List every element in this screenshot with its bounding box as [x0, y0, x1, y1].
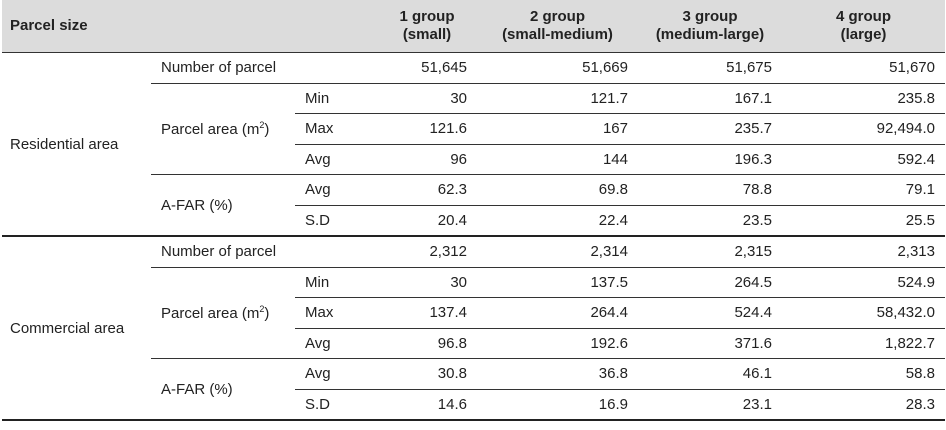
table-row: A-FAR (%) Avg 62.3 69.8 78.8 79.1	[2, 174, 945, 237]
group-1-subtitle: (small)	[402, 26, 452, 43]
table-cell: 2,312	[377, 236, 477, 268]
residential-area-label: Residential area	[2, 52, 151, 237]
table-cell: 23.5	[638, 205, 782, 237]
table-cell: 51,669	[477, 52, 638, 84]
parcel-size-header: Parcel size	[2, 0, 377, 53]
table-cell: 62.3	[377, 174, 477, 206]
sd-label: S.D	[295, 389, 377, 421]
table-cell: 96.8	[377, 328, 477, 359]
table-cell: 121.6	[377, 113, 477, 145]
avg-label: Avg	[295, 144, 377, 175]
max-label: Max	[295, 297, 377, 329]
table-cell: 46.1	[638, 358, 782, 390]
afar-label: A-FAR (%)	[151, 174, 295, 237]
parcel-area-label: Parcel area (m2)	[151, 83, 295, 175]
table-row: Residential area Number of parcel 51,645…	[2, 52, 945, 237]
group-4-subtitle: (large)	[840, 26, 887, 43]
table-cell: 167.1	[638, 83, 782, 114]
table-cell: 2,313	[782, 236, 945, 268]
table-cell: 30.8	[377, 358, 477, 390]
superscript: 2	[259, 119, 265, 130]
avg-label: Avg	[295, 328, 377, 359]
table-cell: 524.9	[782, 267, 945, 298]
table-cell: 58.8	[782, 358, 945, 390]
table-cell: 78.8	[638, 174, 782, 206]
table-cell: 196.3	[638, 144, 782, 175]
table-cell: 1,822.7	[782, 328, 945, 359]
table-cell: 592.4	[782, 144, 945, 175]
table-row: S.D 14.6 16.9 23.1 28.3	[2, 389, 945, 421]
close-paren: )	[264, 120, 270, 138]
avg-label: Avg	[295, 174, 377, 206]
table-cell: 51,670	[782, 52, 945, 84]
table-cell: 137.4	[377, 297, 477, 329]
table-cell: 121.7	[477, 83, 638, 114]
avg-label: Avg	[295, 358, 377, 390]
table-cell: 264.5	[638, 267, 782, 298]
parcel-statistics-table: Parcel size 1 group (small) 2 group (small…	[2, 0, 945, 421]
table-cell: 79.1	[782, 174, 945, 206]
group-2-header: 2 group (small-medium)	[477, 0, 638, 53]
group-3-header: 3 group (medium-large)	[638, 0, 782, 53]
table-cell: 2,315	[638, 236, 782, 268]
table-cell: 58,432.0	[782, 297, 945, 329]
group-3-subtitle: (medium-large)	[655, 26, 765, 43]
table-row: Max 137.4 264.4 524.4 58,432.0	[2, 297, 945, 329]
table-row: Avg 96 144 196.3 592.4	[2, 144, 945, 175]
table-cell: 235.7	[638, 113, 782, 145]
group-1-header: 1 group (small)	[377, 0, 477, 53]
table-cell: 51,675	[638, 52, 782, 84]
table-cell: 144	[477, 144, 638, 175]
table-cell: 28.3	[782, 389, 945, 421]
min-label: Min	[295, 83, 377, 114]
table-cell: 192.6	[477, 328, 638, 359]
close-paren: )	[264, 304, 270, 322]
superscript: 2	[259, 303, 265, 314]
table-cell: 30	[377, 267, 477, 298]
sd-label: S.D	[295, 205, 377, 237]
header-row: Parcel size 1 group (small) 2 group (small…	[2, 0, 945, 53]
table-cell: 92,494.0	[782, 113, 945, 145]
table-cell: 36.8	[477, 358, 638, 390]
group-4-title: 4 group	[836, 8, 891, 25]
table-cell: 264.4	[477, 297, 638, 329]
max-label: Max	[295, 113, 377, 145]
table-cell: 96	[377, 144, 477, 175]
table-cell: 14.6	[377, 389, 477, 421]
min-label: Min	[295, 267, 377, 298]
group-2-subtitle: (small-medium)	[502, 26, 613, 43]
table-cell: 23.1	[638, 389, 782, 421]
table-cell: 20.4	[377, 205, 477, 237]
table-cell: 524.4	[638, 297, 782, 329]
table-row: A-FAR (%) Avg 30.8 36.8 46.1 58.8	[2, 358, 945, 421]
commercial-area-label: Commercial area	[2, 236, 151, 421]
table-row: Max 121.6 167 235.7 92,494.0	[2, 113, 945, 145]
parcel-area-text: Parcel area (m	[161, 304, 260, 322]
table-cell: 371.6	[638, 328, 782, 359]
table-cell: 22.4	[477, 205, 638, 237]
table-row: S.D 20.4 22.4 23.5 25.5	[2, 205, 945, 237]
number-of-parcel-label: Number of parcel	[151, 52, 377, 84]
table-row: Parcel area (m2) Min 30 137.5 264.5 524.…	[2, 267, 945, 359]
table-cell: 137.5	[477, 267, 638, 298]
group-4-header: 4 group (large)	[782, 0, 945, 53]
number-of-parcel-label: Number of parcel	[151, 236, 377, 268]
group-3-title: 3 group	[682, 8, 738, 25]
parcel-area-text: Parcel area (m	[161, 120, 260, 138]
group-1-title: 1 group	[399, 8, 455, 25]
table-cell: 51,645	[377, 52, 477, 84]
table-row: Avg 96.8 192.6 371.6 1,822.7	[2, 328, 945, 359]
group-2-title: 2 group	[530, 8, 585, 25]
table-cell: 235.8	[782, 83, 945, 114]
table-row: Commercial area Number of parcel 2,312 2…	[2, 236, 945, 421]
table-cell: 30	[377, 83, 477, 114]
table-cell: 167	[477, 113, 638, 145]
table-cell: 25.5	[782, 205, 945, 237]
parcel-area-label: Parcel area (m2)	[151, 267, 295, 359]
table-cell: 2,314	[477, 236, 638, 268]
afar-label: A-FAR (%)	[151, 358, 295, 421]
table-cell: 69.8	[477, 174, 638, 206]
table-cell: 16.9	[477, 389, 638, 421]
table-row: Parcel area (m2) Min 30 121.7 167.1 235.…	[2, 83, 945, 175]
